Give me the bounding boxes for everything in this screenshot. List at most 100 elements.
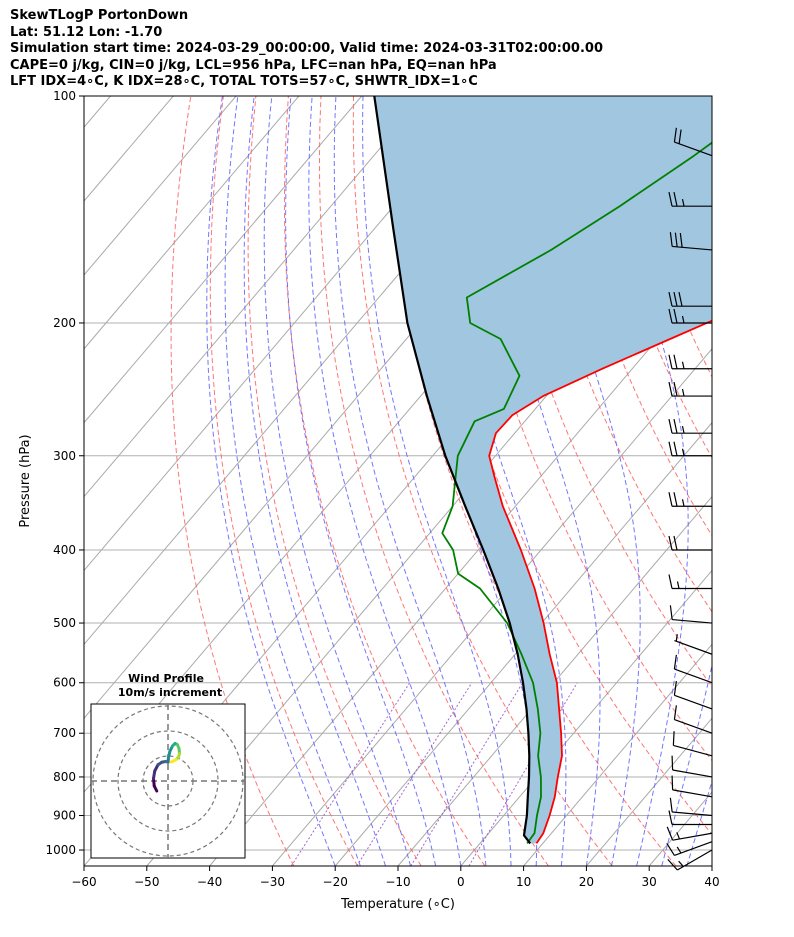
wind-barb-flag <box>673 654 677 670</box>
wind-barb-flag <box>673 354 678 369</box>
y-tick-label: 700 <box>53 726 76 740</box>
y-tick-label: 400 <box>53 543 76 557</box>
indices-line-2: LFT IDX=4∘C, K IDX=28∘C, TOTAL TOTS=57∘C… <box>10 74 478 89</box>
wind-barb-flag <box>668 441 673 456</box>
dry-adiabat-line <box>515 96 712 613</box>
dry-adiabat-line <box>247 96 422 866</box>
mixing-ratio-line <box>468 682 578 866</box>
isotherm-line <box>84 96 425 498</box>
wind-barb-flag <box>673 292 678 307</box>
temperature-line <box>488 319 712 844</box>
y-tick-label: 1000 <box>45 843 76 857</box>
dry-adiabat-line <box>209 96 358 866</box>
indices-line-1: CAPE=0 j/kg, CIN=0 j/kg, LCL=956 hPa, LF… <box>10 57 497 73</box>
wind-barb-flag <box>667 858 678 871</box>
isotherm-line <box>84 96 363 424</box>
wind-barb-flag <box>668 354 673 369</box>
cape-area-group <box>374 96 712 844</box>
y-axis: 1000 900 800 700 600 500 400 300 200 100 <box>45 89 84 857</box>
isotherm-line <box>272 348 712 866</box>
wind-barb-flag <box>678 129 682 144</box>
wind-barb-staff <box>672 769 713 778</box>
mixing-ratio-line <box>410 682 524 866</box>
cape-area <box>374 96 712 844</box>
x-tick-label: 20 <box>579 875 594 889</box>
wind-barb-flag <box>678 292 683 307</box>
inset-title: Wind Profile <box>128 672 204 685</box>
wind-barb-flag <box>672 731 675 746</box>
wind-barb <box>671 775 713 798</box>
x-tick-label: −40 <box>197 875 222 889</box>
wind-barb <box>672 731 713 757</box>
inset-subtitle: 10m/s increment <box>118 686 222 699</box>
wind-barb-flag <box>673 381 678 397</box>
x-tick-label: 30 <box>642 875 657 889</box>
wind-barb <box>668 535 712 551</box>
wind-barb-flag <box>673 127 677 143</box>
moist-adiabat-line <box>224 96 361 866</box>
y-tick-label: 900 <box>53 809 76 823</box>
moist-adiabat-line <box>476 96 601 866</box>
wind-barb-half-flag <box>678 860 684 867</box>
moist-adiabat-line <box>530 96 641 866</box>
wind-barb-flag <box>668 535 673 551</box>
dry-adiabat-line <box>776 96 794 866</box>
wind-barb <box>673 127 713 157</box>
wind-barb-flag <box>671 755 674 771</box>
dry-adiabat-line <box>744 96 794 866</box>
wind-barb <box>669 605 713 624</box>
wind-barb-flag <box>668 419 673 434</box>
wind-barb-staff <box>672 618 713 624</box>
wind-barb-staff <box>672 245 713 251</box>
moist-adiabat-line <box>333 96 487 866</box>
wind-barb-staff <box>673 744 713 757</box>
wind-barb-half-flag <box>676 846 682 854</box>
wind-barb-flag <box>668 810 673 825</box>
isotherm-line <box>460 569 712 866</box>
x-axis: −60 −50 −40 −30 −20 −10 0 10 20 30 40 <box>71 866 720 889</box>
wind-barb-half-flag <box>681 199 685 207</box>
y-tick-label: 200 <box>53 316 76 330</box>
wind-barb <box>669 797 713 817</box>
wind-barb <box>674 634 713 655</box>
wind-barb-half-flag <box>681 499 685 507</box>
wind-barb-flag <box>668 574 673 589</box>
wind-barb-flag <box>673 492 678 507</box>
dry-adiabat-line <box>580 96 712 459</box>
isotherm-line <box>84 96 237 276</box>
wind-barb <box>668 810 712 826</box>
x-tick-label: 10 <box>516 875 531 889</box>
wind-barb-flag <box>669 797 673 813</box>
wind-barbs <box>666 127 713 871</box>
wind-barb-staff <box>674 694 713 710</box>
wind-barb <box>673 705 713 734</box>
x-tick-label: 40 <box>704 875 719 889</box>
wind-barb-flag <box>666 826 674 841</box>
location-line: Lat: 51.12 Lon: -1.70 <box>10 24 163 40</box>
dry-adiabat-line <box>170 96 295 866</box>
wind-barb-half-flag <box>681 361 685 369</box>
moist-adiabat-line <box>263 96 412 866</box>
wind-barb-flag <box>668 381 673 397</box>
wind-barb <box>673 654 713 684</box>
dry-adiabat-line <box>710 96 712 100</box>
wind-barb <box>668 292 712 307</box>
wind-barb <box>668 192 712 207</box>
wind-barb-half-flag <box>681 315 685 324</box>
wind-barb <box>668 354 712 370</box>
wind-barb-flag <box>673 441 678 456</box>
wind-barb-flag <box>673 705 677 720</box>
time-line: Simulation start time: 2024-03-29_00:00:… <box>10 41 603 56</box>
wind-barb <box>666 841 713 856</box>
dry-adiabat-line <box>283 96 486 866</box>
y-axis-label: Pressure (hPa) <box>18 434 33 527</box>
parcel-profile-line <box>373 96 532 845</box>
wind-profile-inset: Wind Profile 10m/s increment <box>90 672 246 859</box>
wind-barb-flag <box>668 308 673 324</box>
wind-barb-flag <box>669 232 673 247</box>
y-tick-label: 600 <box>53 676 76 690</box>
wind-barb-staff <box>674 640 713 655</box>
wind-barb-half-flag <box>681 448 685 456</box>
chart-title: SkewTLogP PortonDown <box>10 8 189 23</box>
